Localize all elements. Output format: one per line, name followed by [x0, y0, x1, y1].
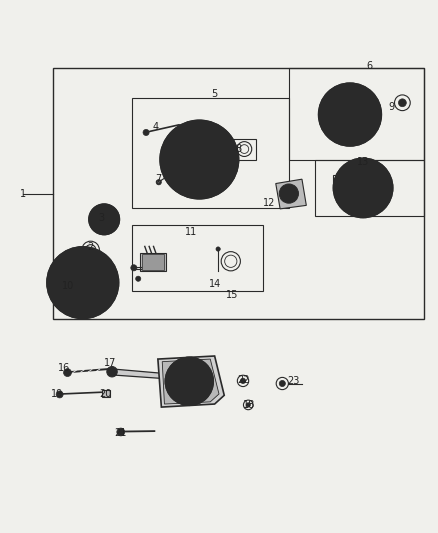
Circle shape	[193, 153, 206, 166]
Text: 4: 4	[152, 122, 159, 132]
Polygon shape	[162, 359, 219, 404]
Circle shape	[284, 188, 294, 199]
Circle shape	[131, 265, 137, 271]
Text: 11: 11	[184, 227, 197, 237]
Polygon shape	[276, 179, 306, 209]
Circle shape	[240, 378, 246, 384]
Bar	[102, 391, 110, 398]
Text: 9: 9	[389, 102, 395, 112]
Bar	[232, 139, 256, 159]
Text: 23: 23	[287, 376, 300, 386]
Bar	[332, 175, 351, 190]
Circle shape	[399, 99, 406, 107]
Circle shape	[182, 374, 196, 389]
Text: 17: 17	[104, 358, 116, 368]
Text: 19: 19	[51, 389, 64, 399]
Text: 14: 14	[208, 279, 221, 289]
Circle shape	[165, 357, 213, 405]
Circle shape	[143, 130, 149, 135]
Circle shape	[346, 110, 354, 119]
Circle shape	[279, 381, 286, 386]
Text: 2: 2	[87, 242, 93, 252]
Circle shape	[64, 369, 71, 376]
Circle shape	[136, 276, 141, 281]
Circle shape	[71, 270, 95, 295]
Circle shape	[335, 180, 341, 185]
Circle shape	[343, 180, 349, 185]
Circle shape	[47, 247, 119, 318]
Circle shape	[61, 261, 105, 304]
Text: 22: 22	[237, 375, 249, 385]
Circle shape	[117, 428, 125, 436]
Polygon shape	[158, 356, 224, 407]
Polygon shape	[109, 369, 166, 379]
Circle shape	[187, 147, 212, 172]
Text: 8: 8	[236, 143, 242, 154]
Text: 21: 21	[115, 429, 127, 438]
Circle shape	[318, 83, 381, 146]
Circle shape	[107, 367, 117, 377]
Text: 6: 6	[367, 61, 373, 71]
Circle shape	[216, 247, 220, 251]
Circle shape	[187, 379, 192, 384]
Circle shape	[100, 215, 109, 224]
Text: 7: 7	[155, 174, 161, 184]
Circle shape	[156, 180, 161, 185]
Text: 16: 16	[58, 363, 70, 373]
Text: 10: 10	[62, 281, 74, 291]
Text: 13: 13	[357, 157, 369, 167]
Circle shape	[332, 97, 367, 132]
Circle shape	[89, 204, 120, 235]
Text: 15: 15	[226, 290, 238, 300]
Circle shape	[160, 120, 239, 199]
Circle shape	[340, 105, 360, 124]
Text: 1: 1	[19, 189, 25, 199]
Circle shape	[110, 369, 115, 374]
Text: 18: 18	[244, 400, 256, 410]
Text: 5: 5	[212, 89, 218, 99]
Circle shape	[246, 403, 251, 407]
Text: 3: 3	[98, 214, 104, 223]
Polygon shape	[156, 180, 161, 184]
Text: 12: 12	[263, 198, 276, 208]
Circle shape	[175, 135, 223, 183]
Circle shape	[56, 391, 63, 398]
Circle shape	[175, 367, 203, 395]
Circle shape	[355, 180, 371, 196]
Bar	[142, 254, 164, 270]
Bar	[141, 253, 166, 271]
Circle shape	[333, 158, 393, 217]
Circle shape	[348, 173, 378, 203]
Circle shape	[77, 277, 88, 288]
Circle shape	[279, 184, 298, 203]
Text: 20: 20	[99, 389, 112, 399]
